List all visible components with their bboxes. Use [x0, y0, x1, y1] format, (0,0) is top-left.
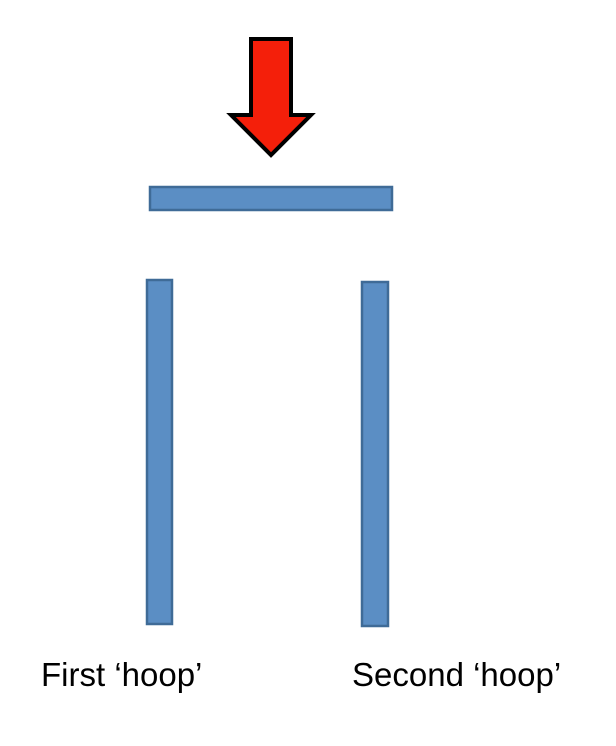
- top-bar: [148, 185, 394, 212]
- down-arrow-icon: [226, 37, 316, 158]
- first-hoop-bar: [145, 278, 174, 626]
- second-hoop-label: Second ‘hoop’: [352, 656, 562, 693]
- second-hoop-bar: [360, 280, 390, 628]
- first-hoop-label: First ‘hoop’: [41, 656, 203, 693]
